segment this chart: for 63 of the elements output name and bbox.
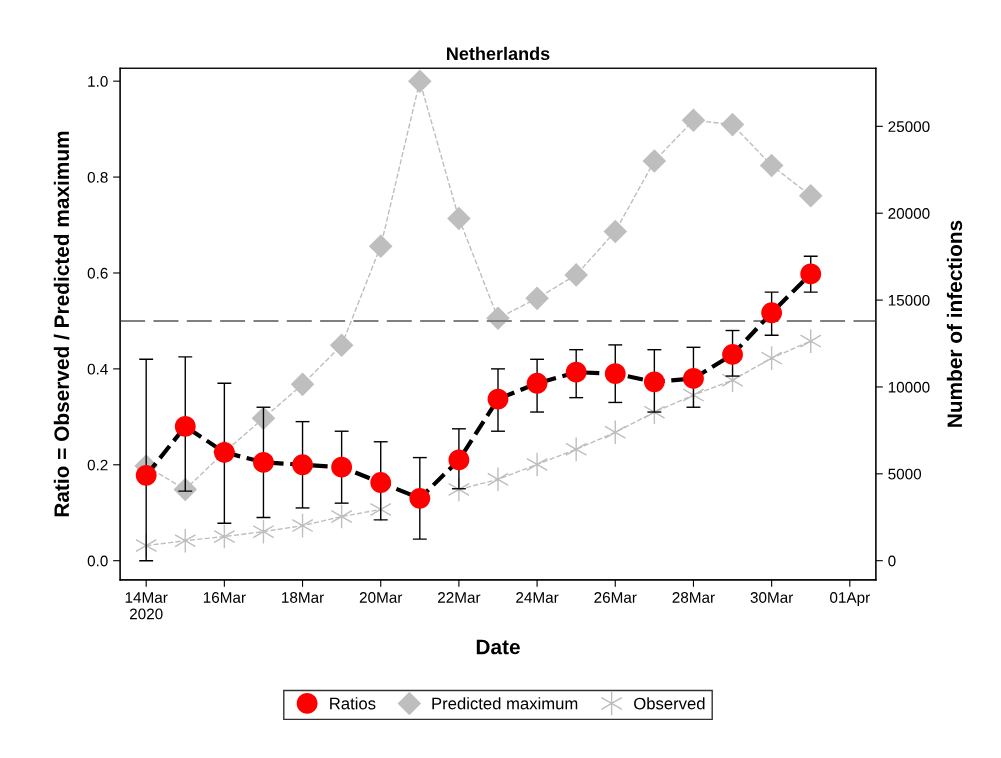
point [290, 372, 315, 397]
point [409, 487, 431, 509]
point [720, 112, 745, 137]
point [487, 388, 509, 410]
point [253, 451, 274, 473]
point [331, 456, 353, 478]
point [526, 372, 548, 394]
point [526, 451, 549, 477]
x-tick-label: 30Mar [750, 592, 794, 603]
point [292, 454, 313, 476]
chart-title: Netherlands [447, 46, 550, 61]
y2-tick-label: 20000 [888, 208, 930, 219]
x-tick-label: 14Mar 2020 [125, 592, 168, 620]
y-tick-label: 0.2 [87, 459, 108, 471]
y2-tick-label: 0 [888, 555, 896, 567]
x-tick-label: 28Mar [672, 592, 715, 603]
y2-tick-label: 10000 [888, 381, 930, 393]
x-tick-label: 20Mar [359, 592, 403, 603]
point [525, 286, 549, 311]
x-tick-label: 22Mar [438, 592, 481, 603]
point [643, 371, 665, 393]
point [329, 333, 354, 358]
point [681, 108, 706, 133]
point [683, 368, 704, 389]
point [603, 219, 628, 244]
y-tick-label: 0.0 [87, 555, 108, 567]
y-tick-label: 0.6 [87, 267, 108, 279]
y2-axis-title: Number of infections [946, 220, 963, 427]
x-tick-label: 01Apr [830, 592, 870, 606]
x-tick-label: 16Mar [203, 592, 246, 603]
point [135, 464, 157, 486]
y-tick-label: 1.0 [88, 76, 108, 87]
point [604, 363, 626, 385]
point [174, 416, 196, 437]
point [487, 466, 509, 492]
x-tick-label: 26Mar [594, 592, 637, 603]
legend-label: Observed [634, 697, 705, 710]
point [759, 153, 784, 178]
point [565, 436, 588, 462]
point [370, 472, 392, 493]
y2-tick-label: 25000 [888, 121, 930, 133]
x-axis-title: Date [476, 639, 520, 655]
y-tick-label: 0.8 [87, 171, 108, 183]
point [448, 449, 470, 471]
point [642, 149, 667, 173]
point [800, 263, 822, 285]
point [798, 184, 823, 208]
x-tick-label: 24Mar [516, 592, 559, 603]
legend-label: Predicted maximum [432, 697, 578, 710]
point [408, 69, 432, 93]
point [564, 263, 588, 287]
point [761, 302, 783, 324]
legend-label: Ratios [330, 697, 376, 710]
y2-tick-label: 15000 [888, 294, 930, 306]
point [368, 234, 393, 258]
x-tick-label: 18Mar [282, 592, 324, 603]
point [447, 206, 471, 231]
point [251, 406, 276, 431]
y2-tick-label: 5000 [888, 468, 922, 480]
point [722, 344, 743, 365]
y-tick-label: 0.4 [87, 363, 108, 375]
y-axis-title: Ratio = Observed / Predicted maximum [53, 131, 70, 517]
point [565, 361, 587, 383]
